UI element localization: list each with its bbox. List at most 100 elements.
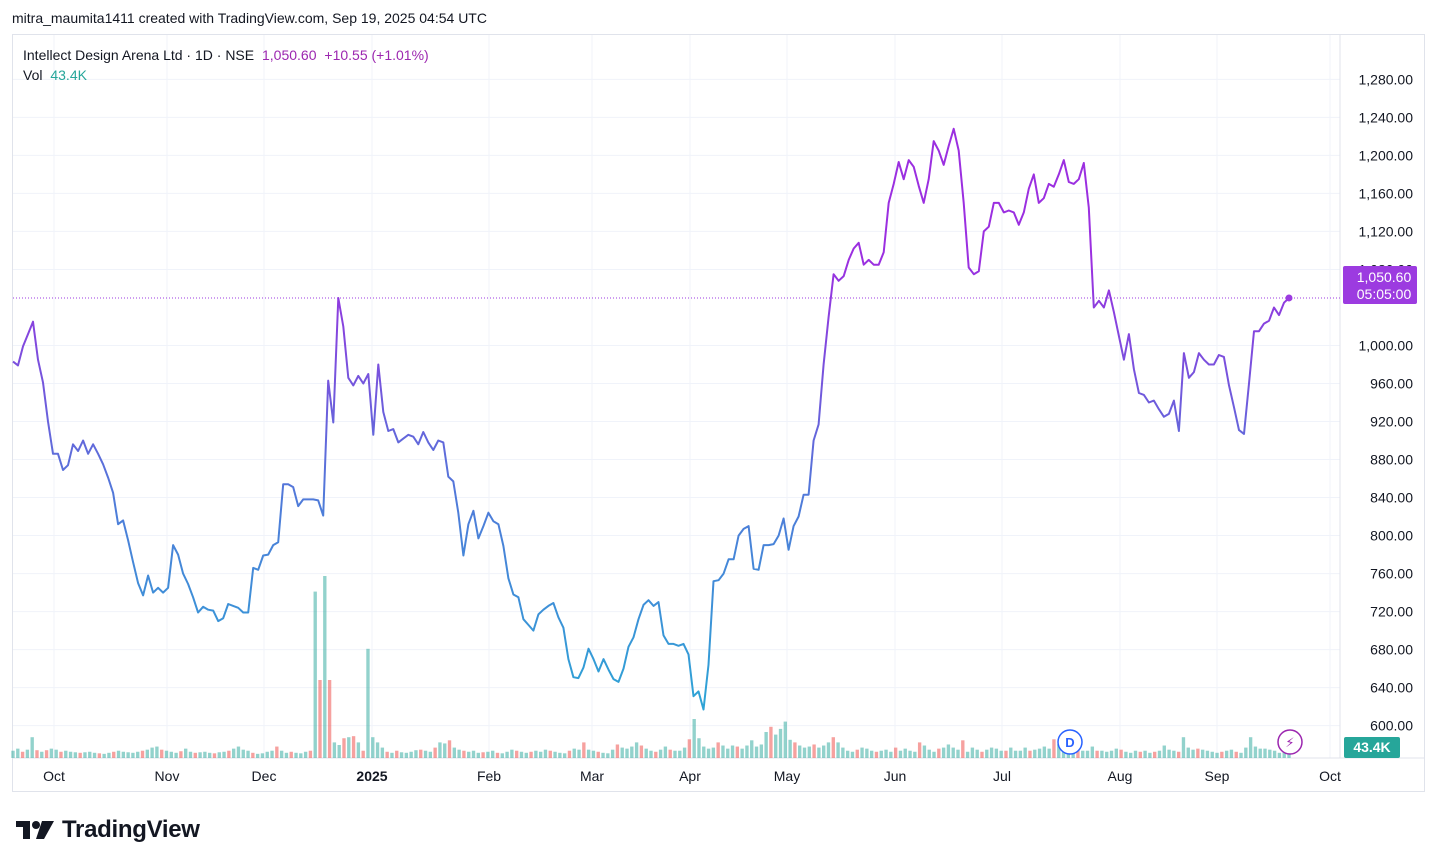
volume-bar [112, 751, 116, 758]
volume-bar [620, 747, 624, 758]
price-badge: 1,050.60 05:05:00 [1343, 266, 1417, 304]
volume-bar [207, 752, 212, 758]
price-axis[interactable]: 1,280.00 1,240.00 1,200.00 1,160.00 1,120.00… [1359, 71, 1414, 733]
volume-bar [798, 745, 802, 758]
volume-bar [121, 751, 126, 758]
volume-bar [1095, 750, 1099, 758]
volume-bar [500, 753, 504, 758]
volume-bar [519, 751, 524, 758]
volume-bar [759, 744, 764, 758]
volume-bar [136, 751, 140, 758]
volume-bar [155, 746, 159, 758]
dividend-marker[interactable]: D [1057, 729, 1083, 755]
x-tick-label: Oct [43, 768, 65, 784]
legend-symbol[interactable]: Intellect Design Arena Ltd · 1D · NSE [23, 47, 255, 63]
tradingview-brand[interactable]: TradingView [62, 816, 200, 843]
volume-bar [327, 680, 332, 758]
volume-bar [524, 752, 528, 758]
volume-bar [294, 752, 298, 758]
volume-bar [716, 742, 720, 758]
volume-bar [534, 750, 538, 758]
volume-bar [529, 751, 533, 758]
volume-bar [822, 745, 826, 758]
volume-bar [606, 753, 610, 758]
y-tick-label: 800.00 [1370, 528, 1413, 544]
volume-bar [898, 750, 903, 758]
volume-bar [1181, 737, 1186, 758]
volume-bar [25, 749, 30, 758]
y-tick-label: 920.00 [1370, 414, 1413, 430]
volume-bar [313, 591, 317, 758]
volume-bar [625, 748, 629, 758]
x-tick-label: Feb [477, 768, 501, 784]
volume-bar [668, 749, 672, 758]
volume-bar [515, 750, 519, 758]
volume-bar [44, 750, 49, 758]
volume-bar [1138, 751, 1142, 758]
volume-bar [471, 750, 476, 758]
volume-bar [774, 734, 778, 758]
time-axis[interactable]: Oct Nov Dec 2025 Feb Mar Apr May Jun Jul Aug Sep Oct [43, 768, 1341, 784]
volume-bar [913, 751, 917, 758]
volume-bar [1100, 750, 1104, 758]
volume-bar [476, 752, 480, 758]
volume-bar [965, 751, 970, 758]
volume-bar [188, 751, 193, 758]
y-tick-label: 1,200.00 [1359, 147, 1414, 163]
volume-bar [423, 750, 428, 758]
volume-bar [83, 752, 87, 758]
volume-bar [692, 719, 696, 758]
volume-bar [491, 750, 495, 758]
volume-bar [754, 746, 759, 758]
flash-marker[interactable]: ⚡ [1277, 729, 1303, 755]
volume-bar [265, 751, 269, 758]
volume-bar [567, 750, 572, 758]
volume-bar [1057, 744, 1061, 758]
y-tick-label: 680.00 [1370, 642, 1413, 658]
volume-bar [946, 744, 951, 758]
volume-bar [131, 752, 135, 758]
volume-bar [1047, 748, 1051, 758]
volume-bar [678, 750, 682, 758]
volume-bar [802, 747, 807, 758]
volume-bar [332, 742, 337, 758]
last-price-dot [1285, 294, 1293, 302]
volume-bar [126, 752, 130, 758]
volume-bar [1215, 752, 1219, 758]
volume-bar [323, 576, 327, 758]
volume-bar [270, 750, 274, 758]
volume-bar [1167, 749, 1171, 758]
volume-bar [452, 747, 457, 758]
volume-bar [1081, 750, 1085, 758]
volume-bar [591, 750, 596, 758]
volume-bar [1253, 746, 1258, 758]
volume-bar [908, 750, 912, 758]
volume-bar [941, 747, 946, 758]
volume-bar [836, 742, 840, 758]
volume-bar [1018, 750, 1023, 758]
volume-bar [1105, 751, 1109, 758]
volume-bar [1224, 750, 1229, 758]
volume-bar [160, 749, 164, 758]
volume-bar [1071, 750, 1075, 758]
volume-bar [1114, 748, 1118, 758]
volume-bar [1282, 751, 1286, 758]
volume-bar [726, 748, 730, 758]
volume-bar [164, 750, 169, 758]
price-badge-countdown: 05:05:00 [1357, 286, 1412, 302]
volume-bar [543, 749, 548, 758]
volume-bar [1085, 750, 1090, 758]
volume-bar [260, 753, 265, 758]
volume-bar [1033, 749, 1037, 758]
volume-bar [54, 749, 58, 758]
volume-bar [222, 751, 226, 758]
volume-bar [1042, 746, 1047, 758]
y-tick-label: 880.00 [1370, 452, 1413, 468]
volume-bar [778, 728, 783, 758]
volume-bar [1076, 746, 1080, 758]
x-tick-label: Dec [252, 768, 277, 784]
y-tick-label: 1,000.00 [1359, 337, 1414, 353]
price-badge-price: 1,050.60 [1357, 269, 1412, 285]
volume-bar [548, 750, 552, 758]
